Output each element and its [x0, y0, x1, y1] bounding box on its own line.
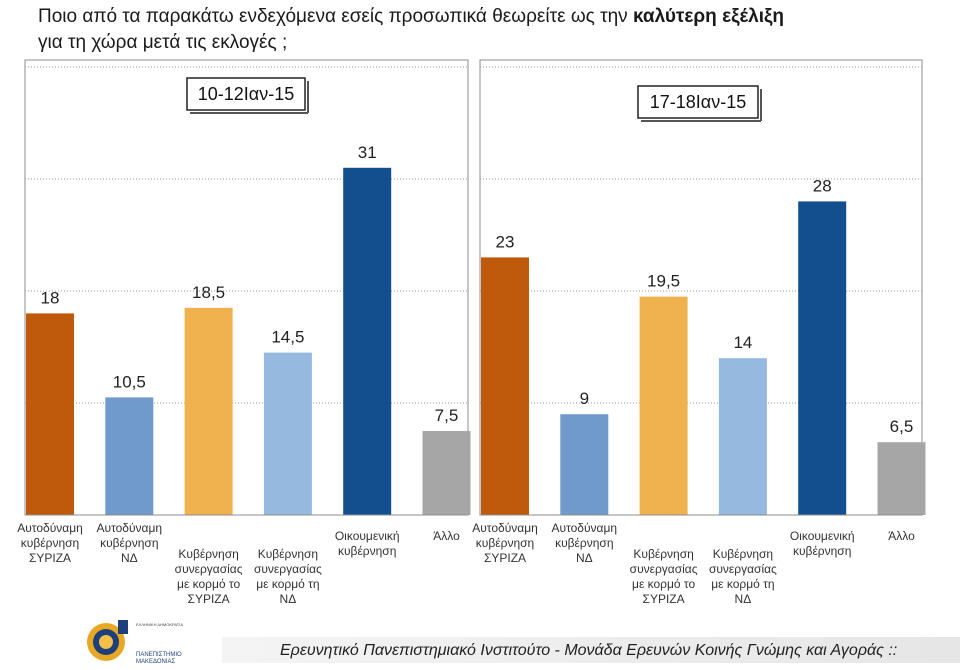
title-text: Ποιο από τα παρακάτω ενδεχόμενα εσείς πρ… [38, 6, 633, 27]
panel-1-category-label: Κυβέρνηση συνεργασίας με κορμό τη ΝΔ [254, 547, 322, 606]
panel-2-bar [639, 296, 688, 515]
panel-2-title-box [637, 85, 759, 119]
panel-1-data-label: 10,5 [113, 372, 146, 391]
panel-1-bar [26, 313, 74, 515]
panel-2-category-label: Κυβέρνηση συνεργασίας με κορμό το ΣΥΡΙΖΑ [630, 547, 698, 606]
panel-1-plot-frame [24, 59, 469, 516]
charts-svg: 18 Αυτοδύναμη κυβέρνηση ΣΥΡΙΖΑ 10,5 Αυτοδύναμ… [17, 59, 926, 606]
panel-2-category-label: Άλλο [888, 529, 915, 543]
panel-1-category-label: Οικουμενική κυβέρνηση [335, 529, 400, 558]
panel-2-data-label: 19,5 [647, 272, 680, 291]
panel-2-data-label: 23 [496, 232, 515, 251]
panel-2-data-label: 28 [813, 176, 832, 195]
panel-1-data-label: 18 [41, 288, 60, 307]
panel-2-category-label: Αυτοδύναμη κυβέρνηση ΝΔ [552, 521, 618, 565]
panel-1-data-label: 18,5 [192, 283, 225, 302]
panel-2-data-label: 9 [580, 389, 589, 408]
panel-2-title: 17-18Ιαν-15 [650, 92, 746, 112]
panel-1-category-label: Κυβέρνηση συνεργασίας με κορμό το ΣΥΡΙΖΑ [175, 547, 243, 606]
panel-1-category-label: Αυτοδύναμη κυβέρνηση ΣΥΡΙΖΑ [17, 521, 83, 565]
panel-1-title-box [186, 77, 306, 111]
panel-2-plot-frame [479, 59, 923, 516]
panel-2-bar [718, 358, 767, 515]
panel-1-data-label: 7,5 [435, 406, 459, 425]
panel-1-category-label: Άλλο [433, 529, 460, 543]
panel-1-bar [263, 352, 312, 515]
panel-2-bar [481, 257, 529, 515]
panel-1-data-label: 14,5 [271, 328, 304, 347]
title-bold: καλύτερη εξέλιξη [632, 6, 785, 27]
panel-2-data-label: 6,5 [890, 417, 914, 436]
logo-text-1: ΕΛΛΗΝΙΚΗ ΔΗΜΟΚΡΑΤΙΑ [136, 622, 183, 627]
title-line2: για τη χώρα μετά τις εκλογές ; [38, 32, 288, 53]
panel-1-bar [184, 307, 233, 515]
chart-title: Ποιο από τα παρακάτω ενδεχόμενα εσείς πρ… [38, 4, 938, 56]
panel-1-title: 10-12Ιαν-15 [198, 84, 294, 104]
logo-text-2: ΠΑΝΕΠΙΣΤΗΜΙΟ [136, 652, 182, 658]
panel-1-bar [343, 167, 392, 516]
panel-2-data-label: 14 [733, 333, 752, 352]
footer-bar [222, 637, 960, 663]
panel-2-bar [560, 414, 609, 515]
university-logo: ΕΛΛΗΝΙΚΗ ΔΗΜΟΚΡΑΤΙΑ ΠΑΝΕΠΙΣΤΗΜΙΟ ΜΑΚΕΔΟΝ… [84, 612, 184, 665]
panel-1-data-label: 31 [358, 143, 377, 162]
panel-2-category-label: Κυβέρνηση συνεργασίας με κορμό τη ΝΔ [709, 547, 777, 606]
panel-1-bar [422, 431, 471, 515]
panel-1-bar [105, 397, 154, 515]
panel-2-category-label: Αυτοδύναμη κυβέρνηση ΣΥΡΙΖΑ [472, 521, 538, 565]
footer-text: Ερευνητικό Πανεπιστημιακό Ινστιτούτο - Μ… [280, 642, 898, 659]
footer: Ερευνητικό Πανεπιστημιακό Ινστιτούτο - Μ… [0, 635, 960, 665]
logo-text-3: ΜΑΚΕΔΟΝΙΑΣ [136, 659, 176, 665]
panel-2-bar [877, 442, 926, 515]
panel-1-category-label: Αυτοδύναμη κυβέρνηση ΝΔ [97, 521, 163, 565]
panel-2-bar [798, 201, 847, 515]
panel-2-category-label: Οικουμενική κυβέρνηση [790, 529, 855, 558]
